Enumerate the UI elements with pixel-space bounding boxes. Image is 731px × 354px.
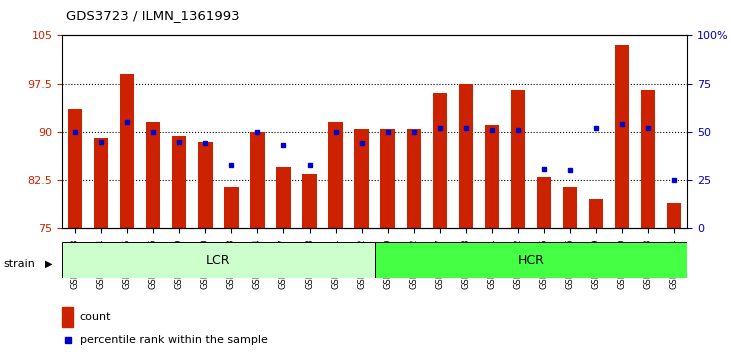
Bar — [381, 129, 395, 228]
Bar — [374, 242, 687, 278]
Bar — [355, 129, 368, 228]
Bar — [563, 187, 577, 228]
Bar — [328, 122, 343, 228]
Text: LCR: LCR — [206, 254, 231, 267]
Bar — [250, 132, 265, 228]
Bar — [615, 45, 629, 228]
Bar — [589, 199, 603, 228]
Bar — [68, 109, 83, 228]
Bar — [224, 187, 238, 228]
Bar — [276, 167, 291, 228]
Text: ▶: ▶ — [45, 259, 53, 269]
Bar — [485, 125, 499, 228]
Bar — [198, 142, 213, 228]
Bar — [94, 138, 108, 228]
Bar — [511, 90, 525, 228]
Bar — [433, 93, 447, 228]
Text: HCR: HCR — [518, 254, 545, 267]
Bar — [641, 90, 655, 228]
Bar — [458, 84, 473, 228]
Bar — [62, 307, 73, 326]
Bar — [537, 177, 551, 228]
Bar — [406, 129, 421, 228]
Text: strain: strain — [4, 259, 36, 269]
Bar — [667, 202, 681, 228]
Text: GDS3723 / ILMN_1361993: GDS3723 / ILMN_1361993 — [66, 9, 240, 22]
Text: percentile rank within the sample: percentile rank within the sample — [80, 335, 268, 346]
Bar — [173, 136, 186, 228]
Bar — [146, 122, 160, 228]
Bar — [62, 242, 374, 278]
Bar — [120, 74, 135, 228]
Bar — [303, 174, 317, 228]
Text: count: count — [80, 312, 111, 322]
